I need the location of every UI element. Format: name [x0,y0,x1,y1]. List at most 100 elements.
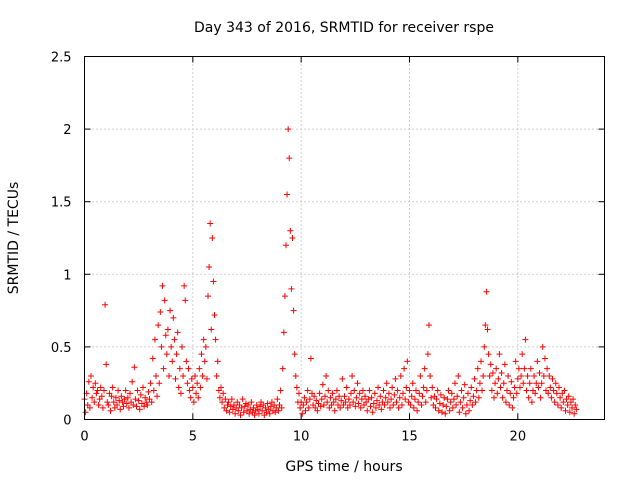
data-point [337,404,344,411]
data-point [159,282,166,289]
data-point [443,403,450,410]
data-point [123,400,130,407]
data-point [485,351,492,358]
data-point [469,401,476,408]
data-point [331,407,338,414]
data-point [461,381,468,388]
data-point [565,393,572,400]
data-point [213,372,220,379]
data-point [223,407,230,414]
data-point [157,309,164,316]
data-point [246,410,253,417]
data-point [345,396,352,403]
data-point [317,403,324,410]
data-point [517,384,523,391]
data-point [498,370,505,377]
data-point [151,336,158,343]
data-point [226,409,233,416]
data-point [435,407,442,414]
data-point [199,372,206,379]
data-point [166,372,172,379]
data-point [214,358,221,365]
data-point [173,351,180,358]
data-point [375,384,382,391]
data-point [458,387,465,394]
data-point [570,396,577,403]
y-tick-label: 2 [63,123,71,138]
plot-frame [84,56,605,420]
data-point [116,397,123,404]
data-point [509,404,516,411]
data-point [532,390,539,397]
data-point [457,399,464,406]
data-point [558,404,565,411]
data-point [356,390,363,397]
data-point [354,380,361,387]
data-point [446,407,453,414]
data-point [535,384,542,391]
data-point [492,380,499,387]
data-point [103,361,110,368]
data-point [496,351,503,358]
data-point [448,390,455,397]
chart-title: Day 343 of 2016, SRMTID for receiver rsp… [194,20,494,36]
data-point [414,407,421,414]
data-point [262,404,269,411]
data-point [122,387,129,394]
data-point [483,288,490,295]
data-point [161,297,168,304]
data-point [401,365,408,372]
data-point [367,403,374,410]
data-point [179,343,185,350]
data-point [378,406,385,413]
data-point [351,387,358,394]
data-point [387,404,393,411]
y-tick-label: 2.5 [51,51,72,66]
data-point [267,403,274,410]
data-point [169,358,176,365]
data-point [391,391,398,398]
data-point [121,396,128,403]
data-point [474,365,481,372]
data-point [89,394,96,401]
data-point [566,409,573,416]
data-point [210,278,217,285]
data-point [484,326,491,333]
data-point [521,365,528,372]
data-point [275,407,282,414]
data-point [94,387,101,394]
data-point [556,384,562,391]
data-point [93,390,100,397]
data-point [201,358,208,365]
data-point [289,235,296,241]
data-point [466,407,473,414]
data-point [124,394,131,401]
data-point [409,380,416,387]
data-point [433,396,440,403]
data-point [400,390,406,397]
data-point [460,394,467,401]
data-point [125,404,132,411]
data-point [398,401,405,408]
data-point [158,343,165,350]
data-point [536,370,543,377]
data-point [144,401,151,408]
data-point [134,387,141,394]
data-point [130,401,137,408]
data-point [572,401,579,408]
data-point [318,396,325,403]
x-tick-label: 15 [401,430,418,445]
data-point [186,387,193,394]
data-point [504,387,510,394]
data-point [85,378,92,385]
x-tick-label: 0 [80,430,88,445]
data-point [286,155,293,162]
data-point [522,336,529,343]
data-point [174,329,181,336]
data-point [195,394,202,401]
data-point [154,393,161,400]
data-point [202,343,209,350]
data-point [561,387,568,394]
data-point [200,336,207,343]
data-point [142,394,149,401]
